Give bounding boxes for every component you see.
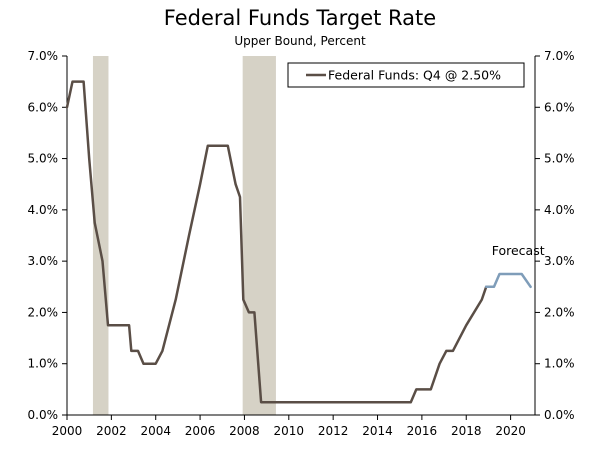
- x-tick-label: 2020: [495, 424, 526, 438]
- series-line-0: [65, 80, 488, 404]
- y-tick-label-left: 0.0%: [28, 408, 59, 422]
- y-tick-label-left: 4.0%: [28, 203, 59, 217]
- recession-bar-0: [92, 56, 109, 415]
- series-line-1: [484, 272, 532, 289]
- y-tick-label-right: 0.0%: [544, 408, 575, 422]
- x-tick-label: 2018: [451, 424, 482, 438]
- x-tick-label: 2008: [229, 424, 260, 438]
- y-tick-label-right: 1.0%: [544, 357, 575, 371]
- x-tick-label: 2004: [140, 424, 171, 438]
- x-tick-label: 2010: [274, 424, 305, 438]
- y-tick-label-left: 2.0%: [28, 305, 59, 319]
- annotation-label: Forecast: [492, 243, 545, 258]
- y-tick-label-left: 5.0%: [28, 152, 59, 166]
- x-tick-label: 2006: [185, 424, 216, 438]
- y-tick-label-left: 7.0%: [28, 49, 59, 63]
- axes-group: 0.0% 0.0% 1.0% 1.0% 2.0% 2.0% 3.0% 3.0% 4.0% 4.0%…: [28, 49, 575, 438]
- y-tick-label-right: 2.0%: [544, 305, 575, 319]
- y-tick-label-right: 7.0%: [544, 49, 575, 63]
- x-tick-label: 2014: [362, 424, 393, 438]
- x-tick-label: 2016: [407, 424, 438, 438]
- y-tick-label-left: 3.0%: [28, 254, 59, 268]
- annotations-group: Forecast: [492, 243, 545, 258]
- legend-label: Federal Funds: Q4 @ 2.50%: [328, 68, 501, 83]
- y-tick-label-right: 6.0%: [544, 100, 575, 114]
- x-tick-label: 2000: [52, 424, 83, 438]
- y-tick-label-left: 1.0%: [28, 357, 59, 371]
- legend: Federal Funds: Q4 @ 2.50%: [287, 62, 525, 88]
- chart-title: Federal Funds Target Rate: [163, 6, 437, 30]
- chart-subtitle: Upper Bound, Percent: [234, 34, 366, 48]
- x-tick-label: 2002: [96, 424, 127, 438]
- y-tick-label-right: 4.0%: [544, 203, 575, 217]
- recession-bar-1: [242, 56, 276, 415]
- legend-box: [287, 62, 525, 88]
- x-tick-label: 2012: [318, 424, 349, 438]
- y-tick-label-left: 6.0%: [28, 100, 59, 114]
- y-tick-label-right: 3.0%: [544, 254, 575, 268]
- recession-shading-group: [92, 56, 276, 415]
- y-tick-label-right: 5.0%: [544, 152, 575, 166]
- series-lines-group: [65, 80, 532, 404]
